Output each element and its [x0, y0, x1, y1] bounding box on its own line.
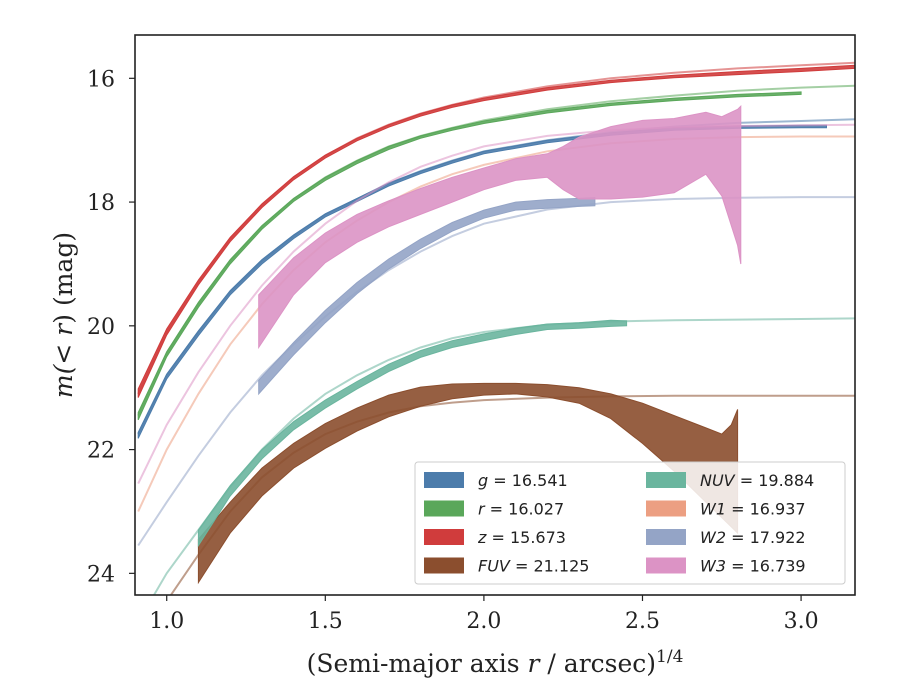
x-axis-title-var: r	[528, 649, 542, 678]
legend-swatch-r	[424, 500, 464, 517]
x-axis-title-suffix: / arcsec)	[539, 649, 656, 678]
series-r	[137, 84, 855, 421]
legend: g = 16.541 r = 16.027 z = 15.673 FUV = 21.1…	[414, 461, 846, 585]
measured-band-r	[137, 91, 802, 421]
legend-label-z: z = 15.673	[477, 528, 566, 547]
y-tick-label: 24	[87, 562, 115, 587]
y-axis-title-var: < r	[49, 322, 78, 365]
legend-swatch-nuv	[646, 472, 686, 488]
y-axis-title: m(< r) (mag)	[49, 232, 78, 398]
x-axis-title: (Semi-major axis r / arcsec)1/4	[307, 647, 684, 678]
series-w2	[137, 196, 855, 547]
legend-label-w1: W1 = 16.937	[700, 500, 806, 519]
series-layer	[137, 61, 855, 595]
legend-label-fuv: FUV = 21.125	[478, 557, 589, 576]
y-tick-label: 22	[87, 439, 115, 464]
legend-label-nuv: NUV = 19.884	[700, 471, 814, 490]
y-axis-title-suffix: ) (mag)	[49, 232, 78, 324]
legend-box	[414, 461, 846, 585]
x-tick-label: 3.0	[784, 609, 819, 634]
x-axis-title-exponent: 1/4	[656, 647, 683, 667]
legend-label-w2: W2 = 17.922	[700, 528, 806, 547]
series-z	[137, 61, 855, 398]
legend-swatch-g	[424, 472, 464, 488]
x-tick-label: 1.5	[308, 609, 343, 634]
legend-swatch-w2	[646, 529, 686, 545]
series-nuv	[153, 317, 855, 595]
y-tick-label: 20	[87, 315, 115, 340]
measured-band-z	[137, 64, 855, 398]
measured-band-g	[137, 124, 827, 439]
measured-band-w2	[258, 197, 596, 396]
y-tick-label: 16	[87, 67, 115, 92]
legend-swatch-z	[424, 529, 464, 545]
legend-swatch-fuv	[424, 557, 464, 574]
legend-label-w3: W3 = 16.739	[700, 557, 806, 576]
plot-frame	[134, 34, 856, 596]
model-curve-w2	[137, 196, 855, 547]
x-tick-label: 2.5	[625, 609, 660, 634]
series-w3	[137, 105, 855, 485]
y-axis-title-prefix: m(	[49, 363, 78, 398]
legend-swatch-w1	[646, 500, 686, 517]
y-tick-label: 18	[87, 191, 115, 216]
measured-band-w3	[258, 105, 742, 350]
legend-label-r: r = 16.027	[478, 500, 564, 519]
x-axis: 1.0 1.5 2.0 2.5 3.0	[149, 595, 819, 634]
measured-band-nuv	[197, 319, 628, 548]
x-axis-title-prefix: (Semi-major axis	[307, 649, 528, 678]
x-tick-label: 1.0	[149, 609, 184, 634]
legend-swatch-w3	[646, 557, 686, 574]
legend-label-g: g = 16.541	[478, 471, 568, 490]
x-tick-label: 2.0	[466, 609, 501, 634]
y-axis: 16 18 20 22 24	[87, 67, 135, 587]
